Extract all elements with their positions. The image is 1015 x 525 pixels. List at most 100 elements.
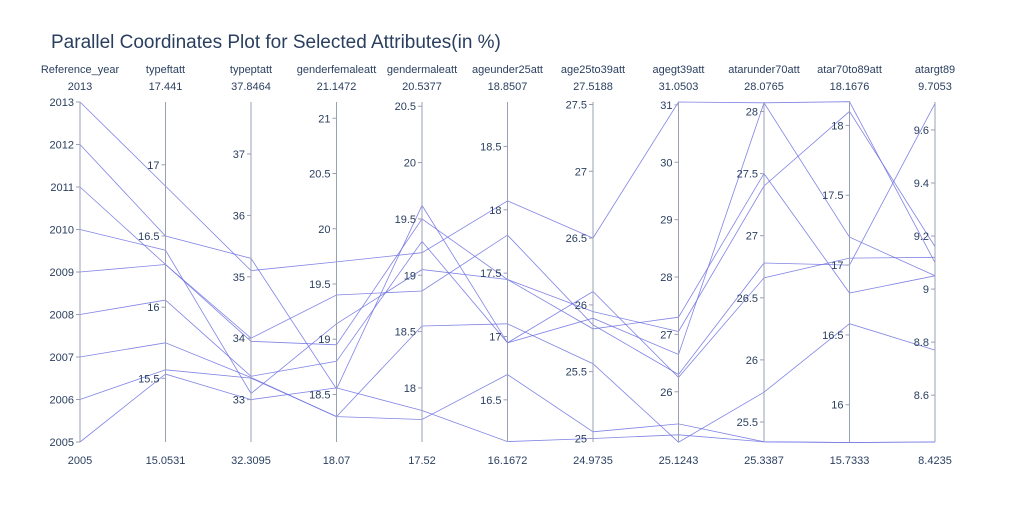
tick-label: 20 xyxy=(318,224,330,236)
tick-label: 18 xyxy=(404,383,416,395)
tick-label: 28 xyxy=(746,107,758,119)
tick-label: 18.5 xyxy=(395,327,416,339)
tick-label: 33 xyxy=(233,395,245,407)
axis-typeptatt[interactable]: 33 34 35 36 37 typeptatt 37.8464 32.3095 xyxy=(230,64,272,467)
axis-min-label: 8.4235 xyxy=(918,455,952,467)
tick-label: 8.6 xyxy=(914,390,929,402)
tick-label: 28 xyxy=(660,272,672,284)
tick-label: 21 xyxy=(318,113,330,125)
tick-label: 16.5 xyxy=(480,395,501,407)
tick-label: 2008 xyxy=(50,310,74,322)
tick-label: 27.5 xyxy=(566,100,587,112)
tick-label: 27 xyxy=(660,329,672,341)
axes-layer: 2005 2006 2007 2008 2009 2010 2011 2012 2013 Refe… xyxy=(41,64,955,467)
tick-label: 20 xyxy=(404,158,416,170)
tick-label: 37 xyxy=(233,149,245,161)
axis-title: age25to39att xyxy=(561,64,625,76)
tick-label: 2009 xyxy=(50,267,74,279)
tick-label: 31 xyxy=(660,100,672,112)
tick-label: 26 xyxy=(660,387,672,399)
tick-label: 26 xyxy=(746,355,758,367)
tick-label: 17 xyxy=(147,160,159,172)
axis-max-label: 2013 xyxy=(68,81,92,93)
tick-label: 26.5 xyxy=(566,233,587,245)
axis-atar70to89att[interactable]: 16 16.5 17 17.5 18 atar70to89att 18.1676 15.733… xyxy=(817,64,882,467)
axis-max-label: 17.441 xyxy=(149,81,183,93)
tick-label: 27 xyxy=(746,231,758,243)
axis-min-label: 15.0531 xyxy=(146,455,186,467)
tick-label: 20.5 xyxy=(309,169,330,181)
axis-genderfemaleatt[interactable]: 18.5 19 19.5 20 20.5 21 genderfemaleatt 21.1472… xyxy=(297,64,377,467)
tick-label: 2007 xyxy=(50,352,74,364)
axis-age25to39att[interactable]: 25 25.5 26 26.5 27 27.5 age25to39att 27.5188 24.… xyxy=(561,64,625,467)
tick-label: 25.5 xyxy=(737,417,758,429)
tick-label: 30 xyxy=(660,157,672,169)
axis-ageunder25att[interactable]: 16.5 17 17.5 18 18.5 ageunder25att 18.8507 16.1… xyxy=(472,64,543,467)
tick-label: 18.5 xyxy=(309,389,330,401)
tick-label: 18 xyxy=(831,120,843,132)
tick-label: 35 xyxy=(233,272,245,284)
tick-label: 20.5 xyxy=(395,101,416,113)
tick-label: 9 xyxy=(923,284,929,296)
tick-label: 8.8 xyxy=(914,337,929,349)
axis-min-label: 17.52 xyxy=(408,455,436,467)
tick-label: 17.5 xyxy=(480,268,501,280)
axis-max-label: 27.5188 xyxy=(573,81,613,93)
tick-label: 16 xyxy=(831,400,843,412)
tick-label: 25 xyxy=(575,433,587,445)
axis-min-label: 24.9735 xyxy=(573,455,613,467)
axis-title: ageunder25att xyxy=(472,64,543,76)
axis-title: agegt39att xyxy=(653,64,705,76)
tick-label: 2006 xyxy=(50,395,74,407)
axis-agegt39att[interactable]: 26 27 28 29 30 31 agegt39att 31.0503 25.1243 xyxy=(653,64,705,467)
tick-label: 26.5 xyxy=(737,293,758,305)
axis-min-label: 18.07 xyxy=(323,455,351,467)
axis-max-label: 18.1676 xyxy=(830,81,870,93)
tick-label: 2013 xyxy=(50,97,74,109)
axis-title: typeftatt xyxy=(146,64,185,76)
axis-max-label: 21.1472 xyxy=(317,81,357,93)
axis-typeftatt[interactable]: 15.5 16 16.5 17 typeftatt 17.441 15.0531 xyxy=(138,64,185,467)
tick-label: 2010 xyxy=(50,225,74,237)
tick-label: 26 xyxy=(575,300,587,312)
tick-label: 19 xyxy=(404,270,416,282)
axis-min-label: 25.3387 xyxy=(744,455,784,467)
tick-label: 16 xyxy=(147,302,159,314)
tick-label: 34 xyxy=(233,333,245,345)
tick-label: 16.5 xyxy=(822,330,843,342)
tick-label: 17 xyxy=(489,331,501,343)
axis-max-label: 37.8464 xyxy=(231,81,271,93)
axis-max-label: 18.8507 xyxy=(488,81,528,93)
tick-label: 27.5 xyxy=(737,169,758,181)
axis-max-label: 20.5377 xyxy=(402,81,442,93)
chart-title: Parallel Coordinates Plot for Selected A… xyxy=(51,32,501,53)
axis-title: typeptatt xyxy=(230,64,272,76)
tick-label: 2012 xyxy=(50,140,74,152)
axis-title: gendermaleatt xyxy=(387,64,457,76)
axis-title: genderfemaleatt xyxy=(297,64,377,76)
tick-label: 18.5 xyxy=(480,141,501,153)
axis-title: Reference_year xyxy=(41,64,120,76)
tick-label: 17 xyxy=(831,260,843,272)
tick-label: 19.5 xyxy=(395,214,416,226)
axis-max-label: 28.0765 xyxy=(744,81,784,93)
axis-min-label: 2005 xyxy=(68,455,92,467)
tick-label: 9.4 xyxy=(914,178,929,190)
axis-min-label: 25.1243 xyxy=(659,455,699,467)
axis-atarunder70att[interactable]: 25.5 26 26.5 27 27.5 28 atarunder70att 28.0765 2… xyxy=(728,64,800,467)
tick-label: 19.5 xyxy=(309,279,330,291)
axis-title: atarunder70att xyxy=(728,64,800,76)
tick-label: 17.5 xyxy=(822,190,843,202)
axis-min-label: 15.7333 xyxy=(830,455,870,467)
axis-Reference_year[interactable]: 2005 2006 2007 2008 2009 2010 2011 2012 2013 Refe… xyxy=(41,64,120,467)
axis-atargt89[interactable]: 8.6 8.8 9 9.2 9.4 9.6 atargt89 9.7053 8.4235 xyxy=(914,64,955,467)
axis-max-label: 31.0503 xyxy=(659,81,699,93)
tick-label: 15.5 xyxy=(138,373,159,385)
axis-min-label: 16.1672 xyxy=(488,455,528,467)
tick-label: 16.5 xyxy=(138,231,159,243)
axis-title: atargt89 xyxy=(915,64,955,76)
axis-gendermaleatt[interactable]: 18 18.5 19 19.5 20 20.5 gendermaleatt 20.5377 17… xyxy=(387,64,457,467)
tick-label: 2011 xyxy=(50,182,74,194)
tick-label: 36 xyxy=(233,210,245,222)
